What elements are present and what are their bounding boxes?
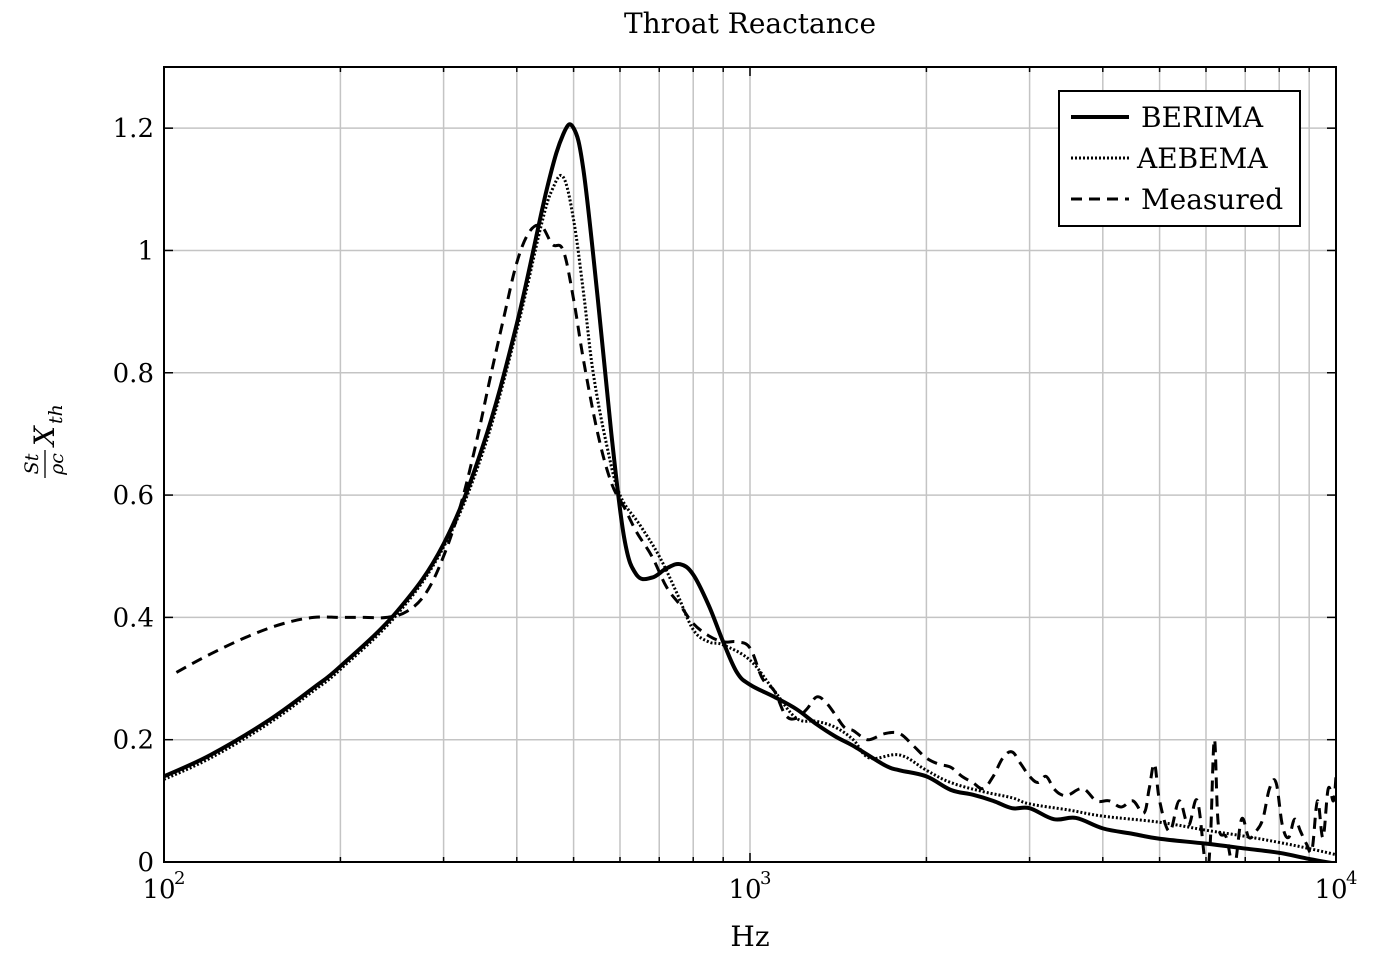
y-axis-title-subscript: th: [45, 404, 67, 424]
legend-label-measured: Measured: [1141, 183, 1283, 216]
tick-marks: [164, 67, 1336, 863]
series-layer: [164, 122, 1336, 862]
y-tick-labels: 0 0.2 0.4 0.6 0.8 1 1.2: [113, 114, 154, 878]
legend-label-berima: BERIMA: [1141, 101, 1264, 134]
x-tick-label: 102: [142, 868, 185, 905]
series-line-measured: [175, 223, 1336, 862]
y-tick-label: 0.2: [113, 726, 154, 756]
y-axis-title-fraction-numerator: St: [21, 453, 43, 474]
x-tick-label: 104: [1314, 868, 1357, 905]
x-tick-label-exponent: 4: [1346, 868, 1357, 889]
y-tick-label: 0: [137, 848, 154, 878]
chart-title: Throat Reactance: [624, 7, 876, 40]
x-tick-label-base: 10: [142, 875, 175, 905]
y-axis-title-main: X: [28, 425, 61, 448]
legend: BERIMA AEBEMA Measured: [1058, 90, 1301, 227]
y-tick-label: 1.2: [113, 114, 154, 144]
x-axis-title: Hz: [730, 920, 769, 953]
legend-label-aebema: AEBEMA: [1136, 142, 1268, 175]
x-tick-label-exponent: 3: [760, 868, 771, 889]
y-axis-title-fraction-denominator: ρc: [46, 453, 68, 476]
x-tick-labels: 102 103 104: [142, 868, 1357, 905]
plot-frame: [163, 66, 1337, 863]
x-tick-label-base: 10: [1314, 875, 1347, 905]
y-tick-label: 0.8: [113, 359, 154, 389]
x-tick-label: 103: [728, 868, 771, 905]
y-tick-label: 1: [137, 236, 154, 266]
y-tick-label: 0.6: [113, 481, 154, 511]
series-line-berima: [164, 122, 1336, 862]
x-tick-label-exponent: 2: [174, 868, 185, 889]
y-tick-label: 0.4: [113, 603, 154, 633]
x-tick-label-base: 10: [728, 875, 761, 905]
y-axis-title: St ρc X th: [21, 404, 68, 478]
